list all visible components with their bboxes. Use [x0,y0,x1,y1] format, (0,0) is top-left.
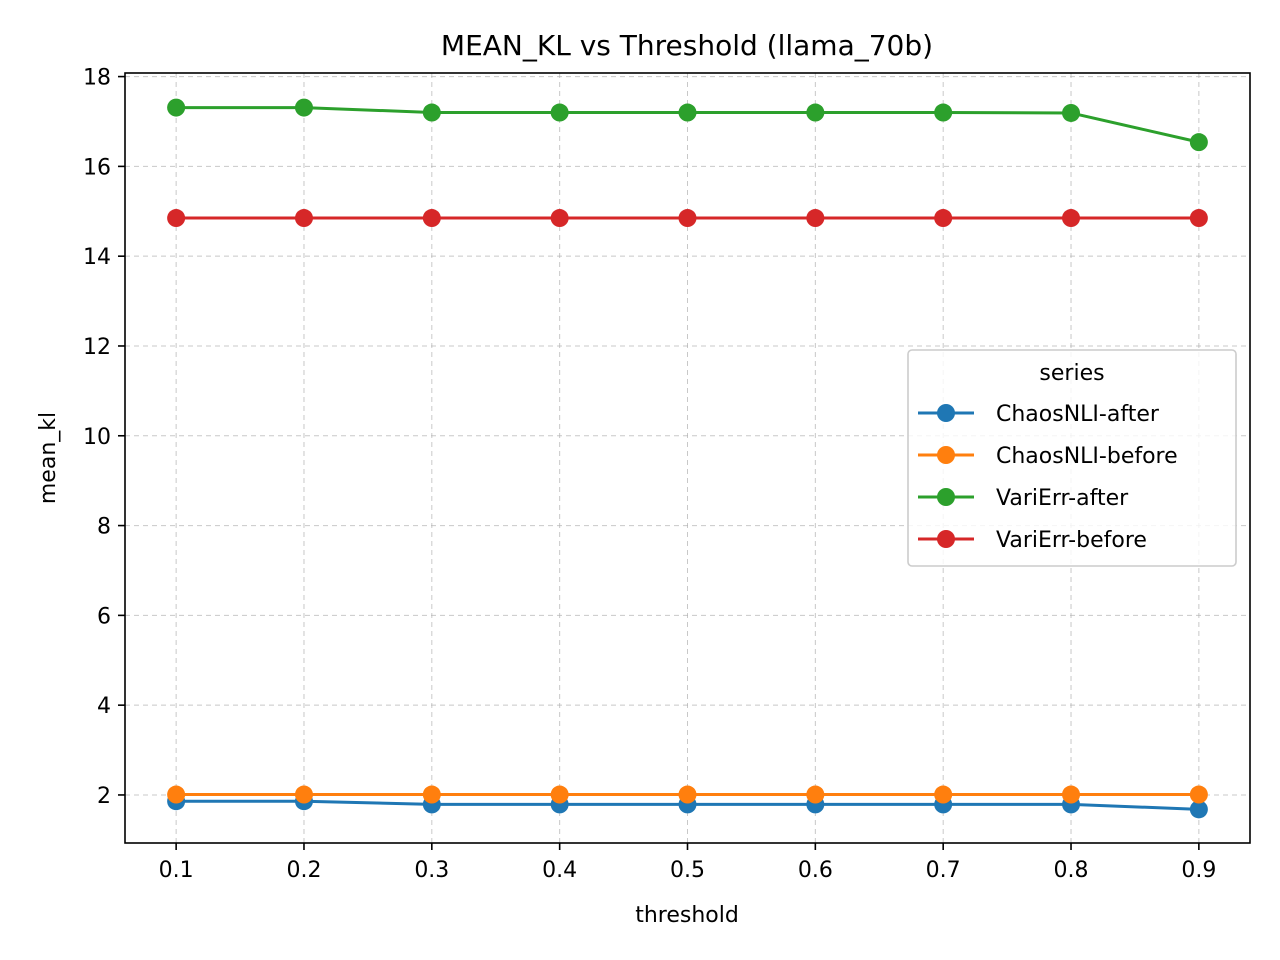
x-axis: 0.1 0.2 0.3 0.4 0.5 0.6 0.7 0.8 0.9 [159,843,1216,883]
y-tick-label: 2 [97,784,111,809]
series-varierr-before [167,209,1208,228]
data-point-varierr-before [294,209,313,228]
plot-series [167,98,1208,819]
data-point-varierr-before [422,209,441,228]
y-tick-label: 16 [83,155,111,180]
data-point-chaosnli-after [1189,800,1208,819]
series-chaosnli-before [167,785,1208,804]
x-tick-label: 0.9 [1181,858,1216,883]
data-point-varierr-before [550,209,569,228]
x-tick-label: 0.4 [542,858,577,883]
data-point-chaosnli-before [934,785,953,804]
data-point-varierr-after [294,98,313,117]
legend: series ChaosNLI-after ChaosNLI-before Vari… [907,349,1237,567]
data-point-varierr-after [934,103,953,122]
legend-swatch-marker [937,530,955,548]
data-point-varierr-before [1062,209,1081,228]
y-tick-label: 18 [83,66,111,91]
data-point-varierr-after [1189,133,1208,152]
data-point-chaosnli-before [806,785,825,804]
x-tick-label: 0.3 [414,858,449,883]
x-tick-label: 0.2 [286,858,321,883]
series-varierr-after [167,98,1208,152]
legend-item-chaosnli-after: ChaosNLI-after [918,402,1160,427]
y-axis: 2 4 6 8 10 12 14 16 18 [83,66,125,809]
data-point-chaosnli-before [550,785,569,804]
x-tick-label: 0.5 [670,858,705,883]
data-point-varierr-after [550,103,569,122]
data-point-varierr-before [806,209,825,228]
legend-title: series [1039,361,1104,386]
data-point-chaosnli-before [422,785,441,804]
y-axis-label: mean_kl [36,412,61,504]
data-point-varierr-after [1062,103,1081,122]
x-tick-label: 0.8 [1054,858,1089,883]
x-tick-label: 0.1 [159,858,194,883]
legend-label: VariErr-before [996,528,1147,553]
y-tick-label: 12 [83,335,111,360]
y-tick-label: 6 [97,604,111,629]
legend-label: ChaosNLI-after [996,402,1160,427]
x-tick-label: 0.7 [926,858,961,883]
data-point-varierr-before [1189,209,1208,228]
x-tick-label: 0.6 [798,858,833,883]
data-point-varierr-after [806,103,825,122]
legend-label: VariErr-after [996,486,1129,511]
data-point-varierr-before [678,209,697,228]
data-point-varierr-after [422,103,441,122]
data-point-chaosnli-before [1189,785,1208,804]
chart-title: MEAN_KL vs Threshold (llama_70b) [441,29,933,62]
y-tick-label: 14 [83,245,111,270]
data-point-varierr-after [167,98,186,117]
legend-item-varierr-before: VariErr-before [918,528,1147,553]
legend-label: ChaosNLI-before [996,444,1178,469]
data-point-chaosnli-before [1062,785,1081,804]
legend-items: ChaosNLI-after ChaosNLI-before VariErr-aft… [918,402,1178,553]
legend-swatch-marker [937,488,955,506]
legend-item-chaosnli-before: ChaosNLI-before [918,444,1178,469]
data-point-varierr-before [167,209,186,228]
data-point-varierr-before [934,209,953,228]
data-point-chaosnli-before [294,785,313,804]
y-tick-label: 4 [97,694,111,719]
data-point-chaosnli-before [167,785,186,804]
legend-box [907,349,1237,567]
x-axis-label: threshold [635,903,739,928]
data-point-chaosnli-before [678,785,697,804]
legend-swatch-marker [937,446,955,464]
legend-item-varierr-after: VariErr-after [918,486,1129,511]
data-point-varierr-after [678,103,697,122]
legend-swatch-marker [937,404,955,422]
y-tick-label: 8 [97,515,111,540]
y-tick-label: 10 [83,425,111,450]
